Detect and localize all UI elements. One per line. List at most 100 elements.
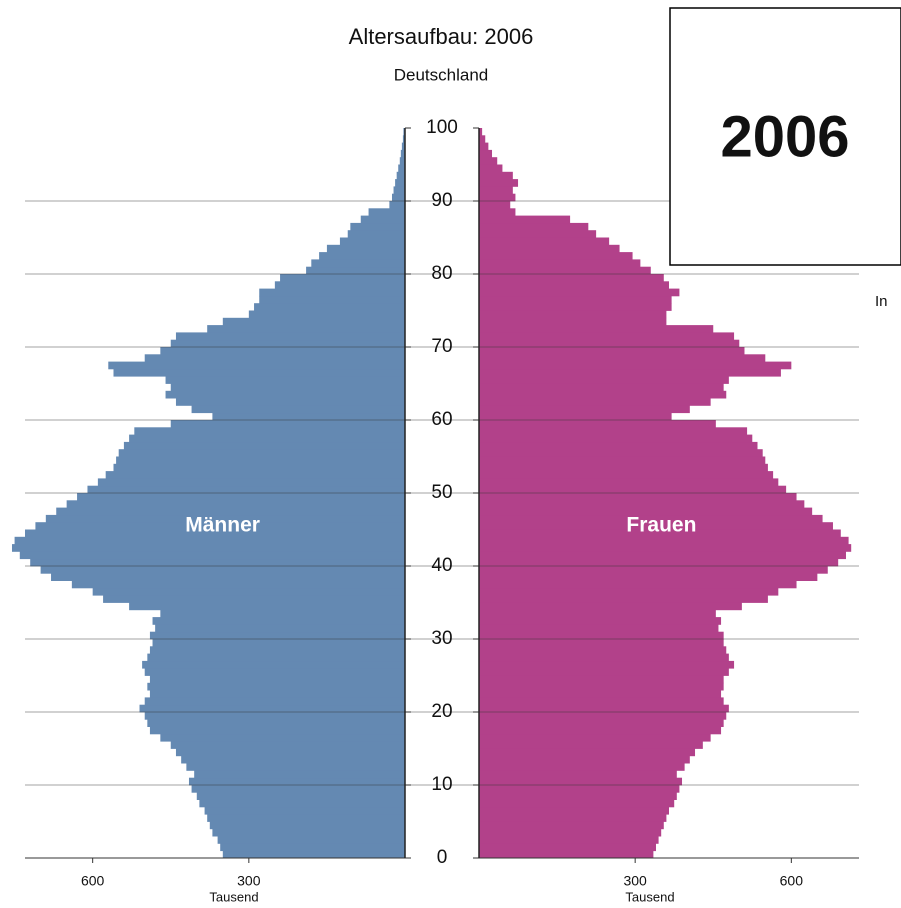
- bar: [479, 726, 722, 735]
- bar: [207, 325, 405, 333]
- bar: [147, 719, 405, 727]
- bar: [479, 529, 841, 538]
- x-tick-label: 600: [81, 873, 105, 889]
- bar: [479, 712, 727, 720]
- bar: [149, 726, 405, 735]
- bar: [479, 164, 503, 173]
- bar: [479, 149, 493, 158]
- bar: [391, 193, 405, 202]
- bar: [92, 587, 405, 596]
- bar: [199, 799, 405, 808]
- bar: [399, 157, 405, 165]
- bar: [186, 763, 405, 771]
- bar: [113, 368, 405, 377]
- bar: [479, 266, 651, 275]
- bar: [479, 368, 781, 377]
- bar: [113, 463, 405, 472]
- bar: [479, 631, 724, 640]
- bar: [479, 463, 768, 472]
- bar: [479, 850, 654, 859]
- bar: [139, 704, 405, 713]
- bar: [479, 836, 659, 844]
- bar: [479, 288, 680, 297]
- bar: [479, 142, 489, 151]
- bar: [175, 332, 405, 341]
- bar: [118, 449, 405, 457]
- bar: [479, 325, 714, 333]
- bar: [479, 704, 729, 713]
- bar: [479, 675, 724, 684]
- badge-box: [669, 7, 901, 266]
- bar: [479, 741, 703, 749]
- bar: [479, 405, 690, 414]
- bar: [77, 493, 405, 501]
- year-badge: 2006: [669, 7, 901, 266]
- bar: [160, 609, 405, 618]
- bar: [479, 799, 675, 808]
- bar: [479, 383, 724, 392]
- bar: [479, 332, 735, 341]
- bar: [479, 427, 748, 435]
- bar: [479, 259, 641, 268]
- bar: [479, 595, 768, 603]
- y-tick-label: 80: [431, 263, 452, 284]
- bar: [479, 456, 766, 465]
- bar: [479, 376, 729, 384]
- bar: [147, 653, 405, 662]
- bar: [479, 434, 753, 443]
- bar: [479, 719, 724, 727]
- bar: [479, 157, 498, 165]
- bar: [368, 208, 405, 216]
- bar: [152, 639, 405, 647]
- bar: [129, 434, 405, 443]
- bar: [479, 449, 763, 457]
- bar: [479, 244, 620, 253]
- bar: [479, 792, 677, 800]
- bar: [479, 193, 516, 202]
- bar: [170, 741, 405, 749]
- bar: [479, 668, 729, 676]
- bar: [108, 361, 406, 370]
- bar: [259, 288, 405, 297]
- bar: [479, 573, 818, 581]
- y-tick-label: 10: [431, 774, 452, 795]
- bar: [479, 179, 519, 187]
- bar: [479, 806, 669, 815]
- x-axis-label: Tausend: [209, 889, 258, 904]
- chart-subtitle: Deutschland: [394, 65, 489, 84]
- bar: [479, 639, 724, 647]
- bar: [479, 624, 719, 633]
- bar: [398, 164, 405, 173]
- bar: [479, 201, 511, 209]
- bar: [389, 201, 405, 209]
- bar: [479, 390, 727, 399]
- bar: [165, 390, 405, 399]
- bar: [175, 398, 405, 406]
- bar: [401, 142, 405, 151]
- bar: [479, 522, 833, 530]
- bar: [194, 770, 405, 779]
- bar: [479, 514, 823, 523]
- bar: [479, 828, 662, 837]
- bar: [479, 303, 672, 311]
- bar: [149, 690, 405, 698]
- bar: [479, 215, 571, 224]
- bar: [134, 427, 405, 435]
- badge-text: 2006: [720, 104, 849, 169]
- bar: [479, 471, 774, 479]
- bar: [254, 303, 405, 311]
- bar: [123, 441, 405, 450]
- bar: [479, 493, 797, 501]
- bar: [19, 551, 405, 560]
- bar: [188, 777, 405, 786]
- y-tick-label: 70: [431, 336, 452, 357]
- bar: [479, 317, 667, 326]
- bar: [30, 558, 406, 567]
- bar: [212, 412, 405, 421]
- bar: [306, 266, 405, 275]
- x-axis-label: Tausend: [625, 889, 674, 904]
- bar: [479, 295, 672, 304]
- bar: [396, 171, 405, 180]
- bar: [220, 843, 405, 852]
- bar: [45, 514, 405, 523]
